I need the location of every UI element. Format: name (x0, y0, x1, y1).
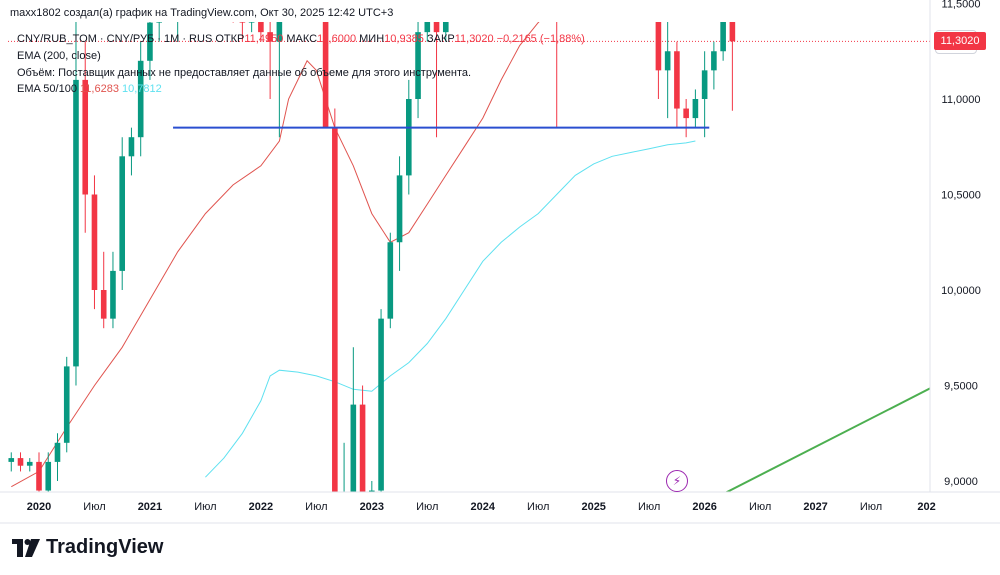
current-price-label: 11,3020 (934, 32, 986, 51)
high-value: 11,6000 (317, 33, 357, 45)
candle-body (119, 156, 126, 271)
x-tick-label: 202 (917, 501, 935, 513)
high-label: МАКС (286, 33, 318, 45)
candle-body (387, 242, 394, 319)
x-tick-label: Июл (83, 501, 105, 513)
x-tick-label: Июл (305, 501, 327, 513)
y-tick-label: 9,5000 (944, 381, 978, 393)
x-tick-label: 2027 (803, 501, 827, 513)
tradingview-logo[interactable]: TradingView (12, 536, 163, 559)
candle-body (424, 22, 431, 33)
y-tick-label: 9,0000 (944, 476, 978, 488)
candle-body (406, 99, 412, 176)
x-tick-label: Июл (194, 501, 216, 513)
candle-body (396, 175, 403, 243)
ema50-line (11, 22, 540, 488)
candle-body (674, 51, 680, 109)
candle-body (655, 22, 662, 71)
ema-legend[interactable]: EMA 50/100 11,6283 10,7812 (17, 83, 162, 95)
candle-body (683, 108, 689, 119)
symbol-legend[interactable]: CNY/RUB_TOM · CNY/РУБ · 1М · RUS ОТКР11,… (17, 33, 585, 45)
candle-body (433, 22, 440, 33)
brand-name: TradingView (46, 536, 164, 558)
candle-body (276, 22, 283, 42)
candle-body (378, 318, 384, 491)
ema200-legend[interactable]: EMA (200, close) (17, 50, 101, 62)
candle-body (63, 366, 70, 443)
y-tick-label: 11,0000 (942, 94, 981, 106)
trend-line (724, 387, 930, 492)
y-tick-label: 10,0000 (941, 285, 981, 297)
ema-label: EMA 50/100 (17, 83, 77, 95)
x-tick-label: Июл (860, 501, 882, 513)
candle-body (45, 461, 52, 491)
close-value: 11,3020 (454, 33, 494, 45)
candle-body (239, 22, 246, 23)
ema50-value: 11,6283 (80, 83, 119, 95)
x-tick-label: 2024 (471, 501, 496, 513)
candle-body (248, 22, 255, 23)
candle-body (54, 442, 61, 462)
candle-body (341, 500, 347, 501)
candle-body (147, 22, 153, 61)
candle-body (73, 79, 79, 367)
y-tick-label: 10,5000 (941, 190, 981, 202)
x-tick-label: 2023 (360, 501, 384, 513)
candle-body (156, 22, 162, 23)
close-label: ЗАКР (426, 33, 455, 45)
candle-body (82, 79, 89, 195)
candle-body (369, 490, 375, 492)
candle-body (701, 70, 708, 99)
candle-body (110, 270, 116, 319)
open-label: ОТКР (215, 33, 245, 45)
y-tick-label: 11,5000 (942, 0, 981, 11)
candle-body (166, 0, 172, 4)
candle-body (100, 290, 107, 319)
volume-note: Объём: Поставщик данных не предоставляет… (17, 67, 472, 79)
open-value: 11,4950 (244, 33, 284, 45)
candle-body (350, 404, 357, 492)
candle-body (258, 22, 264, 33)
change-value: −0,2165 (−1,88%) (496, 33, 585, 45)
candle-body (332, 127, 338, 492)
candle-body (664, 51, 671, 71)
plot-area (8, 0, 930, 501)
x-tick-label: Июл (749, 501, 771, 513)
candle-body (91, 194, 98, 290)
ema100-line (205, 140, 696, 478)
candle-body (322, 22, 329, 128)
candle-body (729, 22, 736, 42)
x-tick-label: 2025 (581, 501, 605, 513)
low-value: 10,9385 (384, 33, 424, 45)
candle-body (175, 0, 181, 4)
candle-body (415, 32, 421, 99)
x-tick-label: Июл (416, 501, 438, 513)
low-label: МИН (359, 33, 385, 45)
x-tick-label: 2020 (27, 501, 51, 513)
candle-body (137, 60, 144, 138)
candle-body (26, 461, 33, 466)
ema100-value: 10,7812 (122, 83, 162, 95)
x-tick-label: Июл (527, 501, 549, 513)
x-tick-label: Июл (638, 501, 660, 513)
event-icon[interactable]: ⚡ (666, 470, 688, 492)
candle-body (711, 51, 717, 71)
x-tick-label: 2021 (138, 501, 162, 513)
candle-body (720, 22, 726, 52)
x-tick-label: 2026 (692, 501, 716, 513)
candle-body (267, 32, 273, 42)
x-tick-label: 2022 (249, 501, 273, 513)
candle-body (128, 137, 135, 157)
chart-caption: maxx1802 создал(а) график на TradingView… (10, 7, 394, 19)
candle-body (17, 458, 24, 466)
tradingview-logo-icon (12, 538, 40, 557)
candle-body (442, 22, 449, 33)
symbol-name[interactable]: CNY/RUB_TOM · CNY/РУБ · 1М · RUS (17, 33, 213, 45)
candle-body (8, 458, 15, 462)
candle-body (692, 99, 699, 119)
candle-body (36, 461, 42, 491)
candle-body (359, 404, 366, 492)
